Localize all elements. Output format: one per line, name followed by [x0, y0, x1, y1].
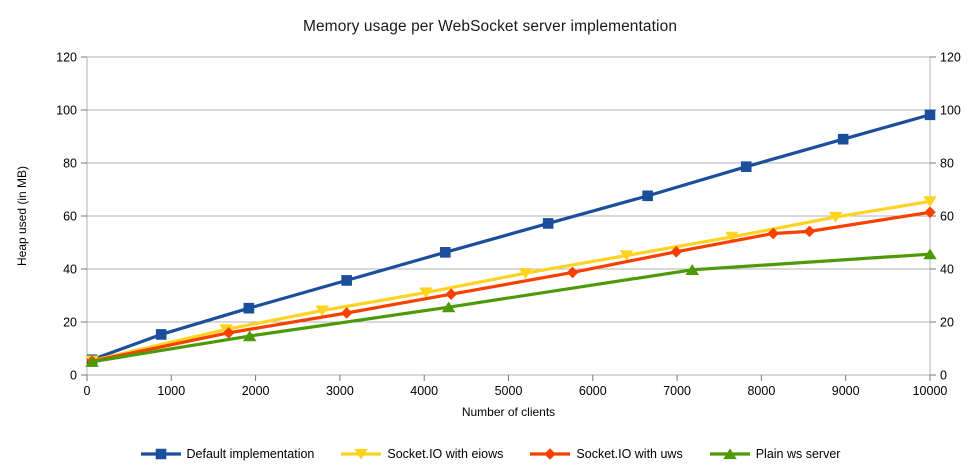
data-point-marker [923, 196, 937, 208]
x-tick-label: 3000 [326, 384, 354, 398]
data-point-marker [85, 356, 99, 367]
data-point-marker [642, 190, 653, 202]
data-point-marker [439, 247, 451, 258]
data-series-layer [85, 109, 937, 368]
data-point-marker [828, 211, 843, 223]
y-tick-label-left: 80 [63, 157, 77, 171]
y-tick-label-right: 0 [940, 369, 947, 383]
data-point-marker [740, 161, 752, 173]
y-tick-label-right: 20 [940, 316, 954, 330]
series-0 [86, 109, 936, 365]
data-point-marker [566, 266, 579, 279]
data-point-marker [441, 301, 456, 313]
series-line [90, 199, 932, 363]
y-axis-title: Heap used (in MB) [15, 166, 29, 266]
data-point-marker [837, 133, 849, 145]
x-tick-label: 1000 [157, 384, 185, 398]
data-point-marker [924, 206, 936, 219]
data-point-marker [315, 305, 329, 317]
data-point-marker [341, 275, 352, 286]
x-tick-label: 8000 [747, 384, 775, 398]
data-point-marker [725, 231, 739, 243]
data-point-marker [243, 302, 255, 314]
data-point-marker [767, 227, 780, 240]
x-tick-label: 5000 [495, 384, 523, 398]
legend-swatch-diamond-icon [530, 448, 571, 460]
data-point-marker [445, 288, 457, 300]
y-tick-label-left: 120 [56, 51, 77, 65]
x-tick-label: 4000 [410, 384, 438, 398]
legend-swatch-triangle-down-icon [341, 448, 382, 460]
data-point-marker [923, 248, 937, 260]
y-tick-label-left: 40 [63, 263, 77, 277]
x-tick-label: 10000 [913, 384, 948, 398]
series-line [90, 252, 932, 364]
data-point-marker [685, 264, 700, 275]
legend-swatch-square-icon [140, 448, 181, 460]
legend-item-3[interactable]: Plain ws server [709, 446, 841, 462]
data-point-marker [542, 218, 554, 229]
y-tick-label-left: 60 [63, 210, 77, 224]
y-tick-label-right: 40 [940, 263, 954, 277]
x-tick-label: 2000 [242, 384, 270, 398]
axis-labels-layer: 0 20 40 60 80 100 120 0 20 40 60 80 100 120 0 1000 2000 3… [15, 51, 961, 420]
data-point-marker [155, 329, 167, 340]
y-tick-label-right: 60 [940, 210, 954, 224]
chart-title: Memory usage per WebSocket server implem… [302, 18, 678, 35]
legend-item-0[interactable]: Default implementation [140, 446, 315, 462]
x-tick-label: 7000 [663, 384, 691, 398]
y-tick-label-right: 120 [940, 51, 961, 65]
legend-label: Socket.IO with uws [576, 446, 683, 461]
legend-item-2[interactable]: Socket.IO with uws [529, 446, 683, 462]
data-point-marker [803, 225, 816, 238]
x-tick-label: 0 [84, 384, 91, 398]
y-tick-label-left: 100 [56, 104, 77, 118]
legend-label: Plain ws server [755, 446, 841, 461]
y-tick-label-right: 100 [940, 104, 961, 118]
legend-label: Default implementation [186, 446, 315, 461]
data-point-marker [419, 287, 433, 299]
x-tick-label: 6000 [579, 384, 607, 398]
data-point-marker [518, 268, 533, 279]
data-point-marker [340, 307, 353, 319]
gridlines [87, 56, 930, 376]
legend-item-1[interactable]: Socket.IO with eiows [340, 446, 503, 462]
x-tick-label: 9000 [832, 384, 860, 398]
data-point-marker [242, 330, 257, 342]
x-axis-title: Number of clients [462, 405, 555, 419]
legend-swatch-triangle-up-icon [709, 448, 750, 460]
series-3 [85, 248, 937, 367]
series-1 [85, 196, 937, 367]
chart-legend: Default implementation Socket.IO with eio… [0, 446, 980, 462]
legend-label: Socket.IO with eiows [387, 446, 504, 461]
y-tick-label-left: 20 [63, 316, 77, 330]
data-point-marker [670, 245, 683, 258]
data-point-marker [619, 250, 634, 262]
data-point-marker [924, 109, 936, 121]
y-tick-label-left: 0 [70, 369, 77, 383]
y-tick-label-right: 80 [940, 157, 954, 171]
series-2 [86, 206, 936, 368]
series-line [90, 113, 932, 362]
